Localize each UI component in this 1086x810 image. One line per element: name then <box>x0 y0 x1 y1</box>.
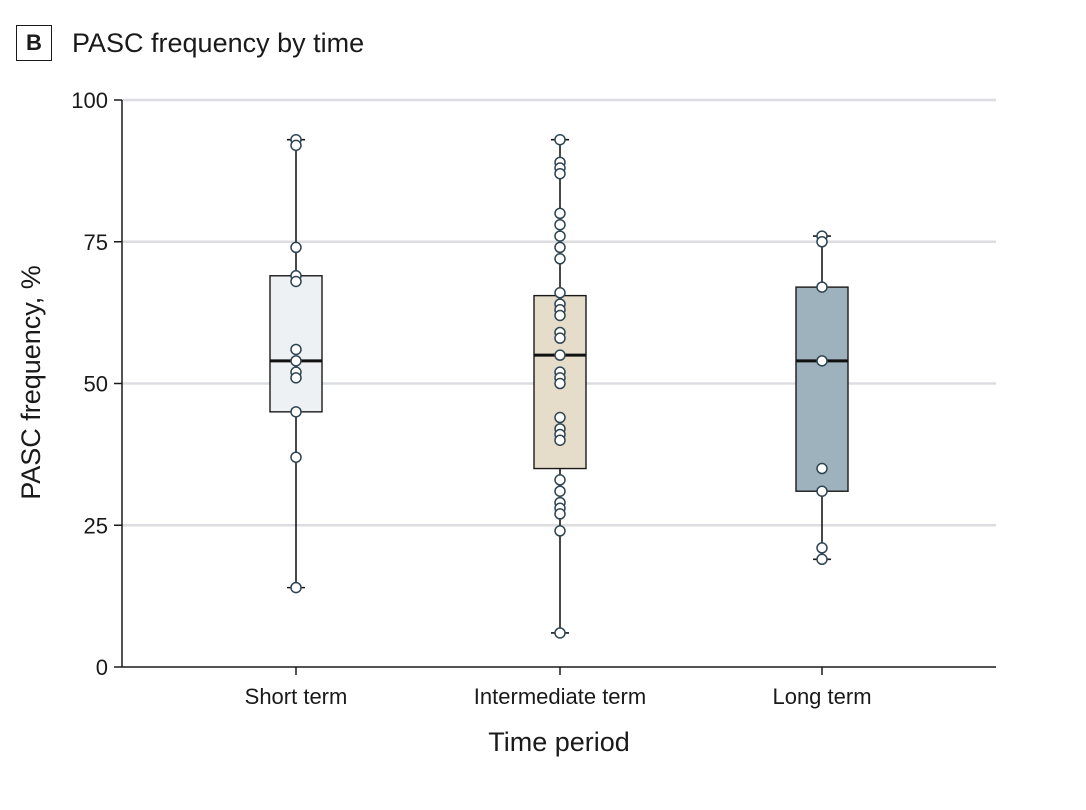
x-tick-label-long-term: Long term <box>772 684 871 709</box>
x-tick-label-short-term: Short term <box>245 684 348 709</box>
data-point-intermediate-term-23 <box>554 474 566 486</box>
y-tick-label-25: 25 <box>84 513 108 538</box>
data-point-long-term-2 <box>816 281 828 293</box>
data-point-intermediate-term-4 <box>554 207 566 220</box>
data-point-intermediate-term-29 <box>554 627 566 639</box>
data-point-intermediate-term-18 <box>554 377 566 390</box>
data-point-long-term-5 <box>816 485 828 497</box>
data-point-intermediate-term-8 <box>554 253 566 265</box>
data-point-long-term-4 <box>816 462 828 475</box>
y-tick-label-50: 50 <box>84 372 108 397</box>
data-point-short-term-4 <box>290 275 302 288</box>
data-point-intermediate-term-0 <box>554 133 566 146</box>
data-point-intermediate-term-5 <box>554 218 566 231</box>
data-point-intermediate-term-24 <box>554 485 566 497</box>
data-point-intermediate-term-7 <box>554 241 566 254</box>
data-point-intermediate-term-19 <box>554 411 566 424</box>
data-point-intermediate-term-6 <box>554 230 566 242</box>
y-tick-label-100: 100 <box>71 88 108 113</box>
data-point-intermediate-term-14 <box>554 332 566 344</box>
data-point-long-term-6 <box>816 542 828 554</box>
chart-title: PASC frequency by time <box>72 27 365 58</box>
data-point-intermediate-term-12 <box>554 309 566 322</box>
panel-letter: B <box>16 25 52 61</box>
data-point-short-term-11 <box>290 581 302 594</box>
data-point-short-term-8 <box>290 372 302 384</box>
data-point-long-term-3 <box>816 355 828 367</box>
data-point-intermediate-term-27 <box>554 508 566 520</box>
y-axis-title: PASC frequency, % <box>16 265 46 500</box>
panel-header: B PASC frequency by time <box>16 24 364 62</box>
data-point-intermediate-term-28 <box>554 525 566 537</box>
x-axis-title: Time period <box>488 727 630 757</box>
data-point-short-term-6 <box>290 355 302 367</box>
data-point-intermediate-term-3 <box>554 167 566 180</box>
data-point-short-term-5 <box>290 343 302 356</box>
y-tick-label-75: 75 <box>84 230 108 255</box>
data-point-short-term-10 <box>290 451 302 463</box>
data-point-short-term-2 <box>290 241 302 254</box>
data-point-long-term-7 <box>816 553 828 566</box>
x-tick-label-intermediate-term: Intermediate term <box>474 684 646 709</box>
box-long-term <box>795 286 849 492</box>
y-tick-label-0: 0 <box>96 655 108 680</box>
data-point-intermediate-term-22 <box>554 434 566 446</box>
data-point-intermediate-term-9 <box>554 287 566 299</box>
data-point-long-term-1 <box>816 236 828 248</box>
data-point-short-term-9 <box>290 406 302 418</box>
data-point-intermediate-term-15 <box>554 349 566 361</box>
data-point-short-term-1 <box>290 139 302 152</box>
